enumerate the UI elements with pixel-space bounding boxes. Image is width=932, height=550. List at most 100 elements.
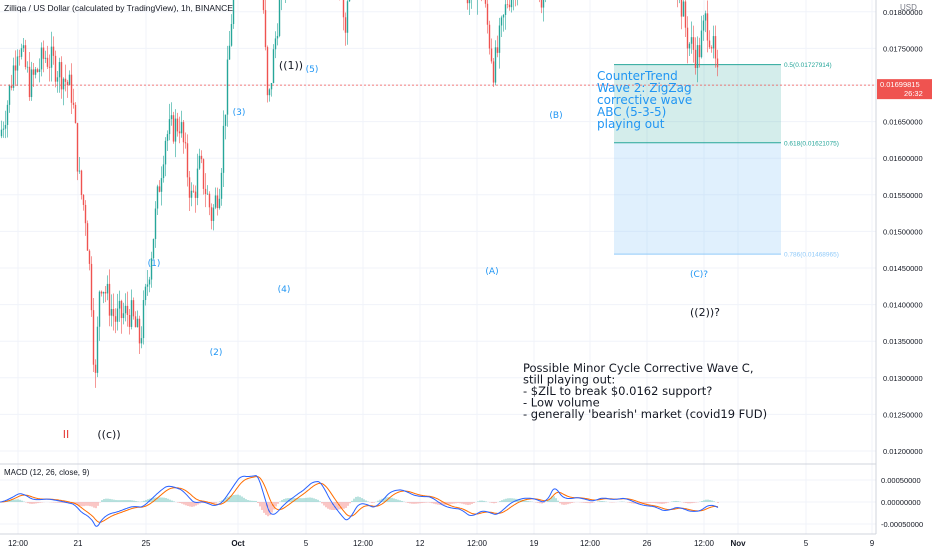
candle-body bbox=[220, 172, 223, 199]
price-axis[interactable]: 0.024000000.023500000.023000000.02250000… bbox=[883, 0, 923, 456]
candle-body bbox=[194, 191, 197, 198]
candle-body bbox=[156, 186, 159, 209]
candle-body bbox=[84, 204, 87, 224]
price-tick-label: 0.01600000 bbox=[883, 154, 923, 163]
candle-body bbox=[58, 62, 61, 78]
candle-body bbox=[228, 45, 231, 60]
candle-body bbox=[2, 128, 5, 130]
wave-label-5: (5) bbox=[306, 65, 319, 75]
wave-label-big-2: ((2))? bbox=[690, 306, 720, 319]
candle-body bbox=[60, 62, 63, 90]
candle-body bbox=[82, 194, 85, 205]
candle-body bbox=[196, 168, 199, 198]
candle-body bbox=[74, 104, 77, 124]
candle-body bbox=[166, 134, 169, 141]
wave-label-3: (3) bbox=[233, 108, 246, 118]
price-tick-label: 0.01800000 bbox=[883, 8, 923, 17]
minor-cycle-note-line: Possible Minor Cycle Corrective Wave C, bbox=[523, 361, 753, 375]
candle-body bbox=[484, 0, 487, 4]
time-tick-label: 25 bbox=[142, 539, 151, 548]
candle-body bbox=[106, 283, 109, 294]
time-tick-label: 19 bbox=[530, 539, 539, 548]
candle-body bbox=[16, 56, 19, 71]
candle-body bbox=[56, 77, 59, 82]
candle-body bbox=[62, 78, 65, 90]
candle-body bbox=[174, 118, 177, 142]
candle-body bbox=[132, 300, 135, 317]
candle-body bbox=[66, 81, 69, 86]
candle-body bbox=[274, 38, 277, 50]
candle-body bbox=[130, 300, 133, 327]
minor-cycle-note-line: - Low volume bbox=[523, 396, 600, 410]
time-tick-label: 21 bbox=[74, 539, 83, 548]
wave-label-cc: ((c)) bbox=[97, 428, 120, 441]
candle-body bbox=[490, 48, 493, 62]
candle-body bbox=[702, 20, 705, 31]
candle-body bbox=[206, 193, 209, 195]
candle-body bbox=[542, 0, 545, 8]
candle-body bbox=[8, 85, 11, 105]
minor-cycle-note-line: still playing out: bbox=[523, 373, 615, 387]
candle-body bbox=[506, 4, 509, 5]
candle-body bbox=[146, 284, 149, 287]
time-tick-label: Oct bbox=[231, 539, 245, 548]
candle-body bbox=[110, 309, 113, 316]
candle-body bbox=[204, 188, 207, 195]
candle-body bbox=[104, 292, 107, 294]
candle-body bbox=[24, 45, 27, 67]
candle-body bbox=[4, 124, 7, 129]
candles bbox=[0, 0, 719, 388]
candle-body bbox=[54, 55, 57, 82]
time-tick-label: 12:00 bbox=[8, 539, 29, 548]
candle-body bbox=[154, 208, 157, 239]
fib-level-label: 0.618(0.01621075) bbox=[784, 140, 839, 147]
candle-body bbox=[502, 14, 505, 18]
countertrend-note-line: Wave 2: ZigZag bbox=[597, 81, 692, 95]
candle-body bbox=[52, 46, 55, 56]
candle-body bbox=[186, 143, 189, 178]
candle-body bbox=[278, 0, 281, 36]
fib-level-label: 0.5(0.01727914) bbox=[784, 62, 832, 69]
price-tick-label: 0.01650000 bbox=[883, 118, 923, 127]
candle-body bbox=[264, 10, 267, 48]
fib-retracement[interactable]: 0.5(0.01727914) 0.618(0.01621075) 0.786(0.… bbox=[614, 62, 839, 259]
wave-label-c: (C)? bbox=[690, 270, 708, 280]
candle-body bbox=[168, 119, 171, 135]
candle-body bbox=[172, 115, 175, 142]
candle-body bbox=[178, 131, 181, 134]
wave-label-ii: II bbox=[63, 428, 70, 441]
candle-body bbox=[36, 69, 39, 72]
candle-body bbox=[182, 122, 185, 143]
candle-body bbox=[198, 155, 201, 169]
candle-body bbox=[14, 65, 17, 71]
macd-tick-label: 0.00050000 bbox=[881, 476, 921, 485]
candle-body bbox=[716, 58, 719, 68]
candle-body bbox=[508, 4, 511, 8]
candle-body bbox=[232, 0, 235, 25]
countertrend-note-line: ABC (5-3-5) bbox=[597, 105, 666, 119]
candle-body bbox=[500, 17, 503, 26]
candle-body bbox=[18, 56, 21, 58]
candle-body bbox=[114, 316, 117, 322]
candle-body bbox=[214, 195, 217, 208]
candle-body bbox=[208, 193, 211, 208]
candle-body bbox=[78, 170, 81, 172]
countertrend-note-line: corrective wave bbox=[597, 93, 692, 107]
candle-body bbox=[34, 69, 37, 75]
candle-body bbox=[30, 69, 33, 98]
candle-body bbox=[684, 1, 687, 28]
candle-body bbox=[140, 338, 143, 344]
candle-body bbox=[120, 300, 123, 319]
candle-body bbox=[90, 263, 93, 311]
price-tick-label: 0.01450000 bbox=[883, 264, 923, 273]
candle-body bbox=[50, 46, 53, 68]
minor-cycle-note-line: - $ZIL to break $0.0162 support? bbox=[523, 384, 712, 398]
minor-cycle-note-line: - generally 'bearish' market (covid19 FU… bbox=[523, 407, 767, 421]
price-tick-label: 0.01750000 bbox=[883, 44, 923, 53]
countertrend-note-line: playing out bbox=[597, 117, 665, 131]
candle-body bbox=[488, 24, 491, 49]
time-axis[interactable]: 12:00 21 25 Oct 5 12:00 12 12:00 19 12:00 26 12:00 N… bbox=[8, 539, 875, 548]
candle-body bbox=[272, 49, 275, 83]
candle-body bbox=[40, 47, 43, 70]
